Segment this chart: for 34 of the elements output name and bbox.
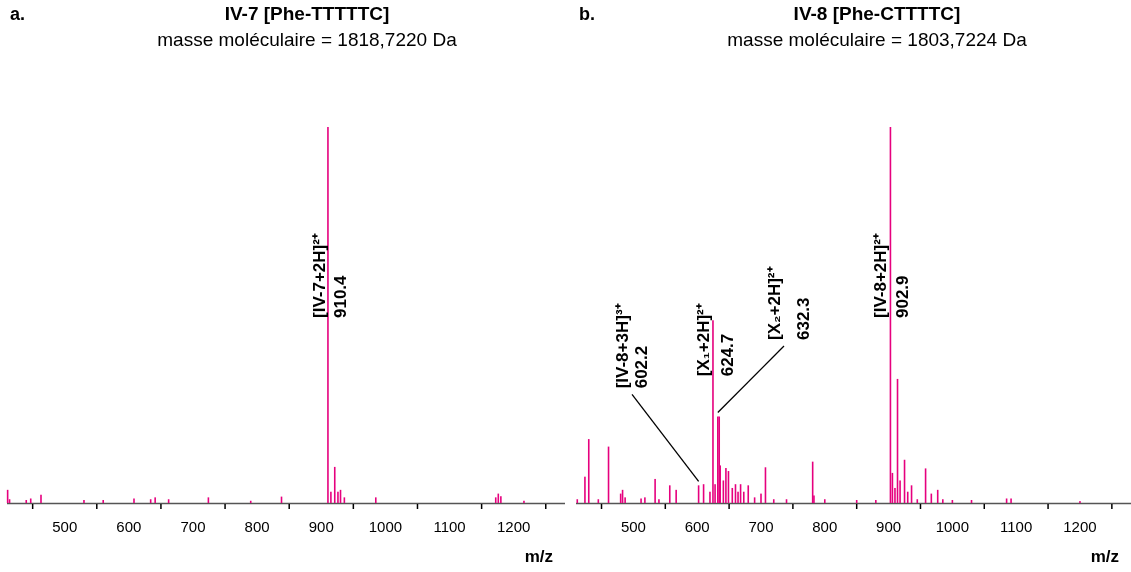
x-tick-label: 1200 bbox=[1063, 518, 1097, 535]
x-tick-label: 900 bbox=[308, 518, 334, 535]
annotation: [X₂+2H]²⁺ bbox=[765, 266, 784, 341]
annotation: [IV-7+2H]²⁺ bbox=[309, 233, 329, 318]
x-tick-label: 500 bbox=[620, 518, 646, 535]
chart-title: IV-7 [Phe-TTTTTC] bbox=[224, 3, 390, 24]
x-axis-title: m/z bbox=[524, 547, 553, 566]
annotation: 602.2 bbox=[632, 345, 651, 389]
chart-subtitle: masse moléculaire = 1818,7220 Da bbox=[157, 29, 458, 50]
text: b. bbox=[579, 4, 595, 24]
annotation: 624.7 bbox=[717, 333, 737, 377]
annotation: 902.9 bbox=[893, 275, 913, 318]
x-tick-label: 800 bbox=[812, 518, 838, 535]
chart-subtitle: masse moléculaire = 1803,7224 Da bbox=[727, 29, 1028, 50]
x-tick-label: 1100 bbox=[1000, 518, 1033, 535]
chart-title: IV-8 [Phe-CTTTTC] bbox=[793, 3, 961, 24]
annotation: [IV-8+3H]³⁺ bbox=[613, 303, 632, 389]
x-tick-label: 500 bbox=[52, 518, 78, 535]
x-tick-label: 600 bbox=[116, 518, 142, 535]
x-axis-title: m/z bbox=[1090, 547, 1119, 566]
annotation: [IV-8+2H]²⁺ bbox=[871, 233, 891, 318]
x-tick-label: 700 bbox=[748, 518, 774, 535]
annotation: 910.4 bbox=[330, 274, 350, 318]
x-tick-label: 1200 bbox=[497, 518, 531, 535]
annotation: 632.3 bbox=[794, 297, 813, 341]
x-tick-label: 600 bbox=[684, 518, 710, 535]
x-tick-label: 1100 bbox=[433, 518, 466, 535]
x-tick-label: 1000 bbox=[368, 518, 403, 535]
annotation: [X₁+2H]²⁺ bbox=[693, 303, 713, 377]
x-tick-label: 900 bbox=[876, 518, 902, 535]
text: a. bbox=[10, 4, 26, 24]
x-tick-label: 800 bbox=[244, 518, 270, 535]
x-tick-label: 1000 bbox=[935, 518, 970, 535]
x-tick-label: 700 bbox=[180, 518, 206, 535]
